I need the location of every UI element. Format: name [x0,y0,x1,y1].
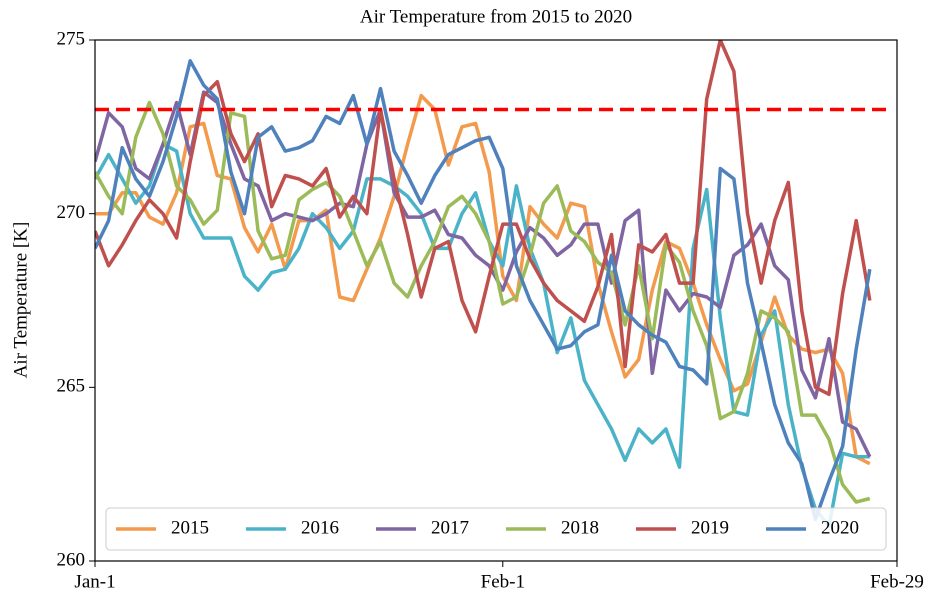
legend-label: 2020 [821,517,859,538]
series-line [95,90,872,458]
y-axis-label: Air Temperature [K] [10,222,31,379]
legend-label: 2019 [691,517,729,538]
legend-box [105,507,887,551]
chart-title: Air Temperature from 2015 to 2020 [360,6,632,27]
legend-label: 2017 [431,517,469,538]
legend-label: 2015 [171,517,209,538]
y-tick-label: 270 [57,202,86,223]
x-tick-label: Feb-1 [481,571,525,592]
series-line [95,59,872,522]
x-tick-label: Feb-29 [870,571,924,592]
y-tick-label: 260 [57,549,86,570]
y-tick-label: 265 [57,376,86,397]
legend-label: 2016 [301,517,339,538]
plot-frame [94,39,898,562]
series-line [95,93,871,466]
series-line [95,100,871,504]
y-tick-label: 275 [57,28,86,49]
x-tick-label: Jan-1 [74,571,115,592]
legend-label: 2018 [561,517,599,538]
series-line [95,142,870,529]
